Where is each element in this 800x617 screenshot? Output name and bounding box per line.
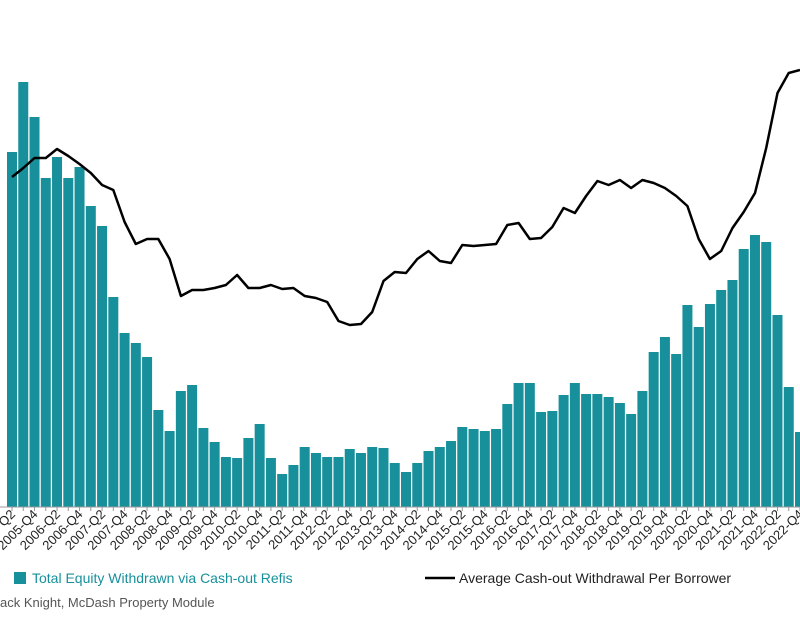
bar <box>772 315 783 507</box>
bar <box>671 354 682 507</box>
bar <box>491 429 502 507</box>
bar <box>761 242 772 507</box>
bar <box>378 448 389 507</box>
bar <box>389 463 400 507</box>
bar <box>513 383 524 507</box>
bar <box>524 383 535 507</box>
bar <box>254 424 265 507</box>
bar <box>682 305 693 507</box>
bar <box>547 411 558 507</box>
legend-label: Average Cash-out Withdrawal Per Borrower <box>459 570 731 586</box>
bar <box>648 352 659 507</box>
bar <box>659 337 670 507</box>
bar <box>434 447 445 507</box>
bar <box>164 431 175 507</box>
bar <box>795 432 800 507</box>
bar <box>97 226 108 507</box>
bar <box>502 404 513 507</box>
legend-label: Total Equity Withdrawn via Cash-out Refi… <box>32 570 293 586</box>
bar <box>7 152 17 507</box>
bar <box>468 429 479 507</box>
bar <box>322 457 333 507</box>
bar <box>783 387 794 507</box>
bar <box>581 394 592 507</box>
bar <box>299 447 310 507</box>
bar <box>310 453 321 507</box>
bar <box>355 453 366 507</box>
bar <box>130 343 141 507</box>
bar <box>727 280 738 507</box>
bar <box>52 157 63 507</box>
bar <box>119 333 130 507</box>
bar <box>63 178 74 507</box>
bar <box>569 383 580 507</box>
source-note: ack Knight, McDash Property Module <box>0 595 215 610</box>
bar <box>637 391 648 507</box>
bar <box>457 427 468 507</box>
bar <box>142 357 153 507</box>
bar <box>187 385 198 507</box>
bar <box>716 290 727 507</box>
bar <box>40 178 51 507</box>
line-series <box>11 68 800 327</box>
bar <box>558 395 569 507</box>
bar <box>412 463 423 507</box>
bar <box>344 449 355 507</box>
bar <box>693 327 704 507</box>
bar <box>446 441 457 507</box>
bar <box>74 167 85 507</box>
bar <box>198 428 209 507</box>
bar <box>18 82 29 507</box>
bar <box>738 249 749 507</box>
bar <box>479 431 490 507</box>
bar <box>108 297 119 507</box>
bar <box>423 451 434 507</box>
bar <box>232 458 243 507</box>
bar <box>243 438 254 507</box>
bar <box>592 394 603 507</box>
bar <box>749 235 760 507</box>
bar <box>85 206 96 507</box>
bar <box>603 397 614 507</box>
bar <box>265 458 276 507</box>
bar <box>153 410 164 507</box>
bar <box>288 465 299 507</box>
bar <box>220 457 231 507</box>
bar <box>29 117 40 507</box>
bar <box>175 391 186 507</box>
bar <box>536 412 547 507</box>
bar <box>401 472 411 507</box>
bar <box>614 403 625 507</box>
legend-swatch <box>14 572 26 584</box>
bar <box>333 457 344 507</box>
bar <box>277 474 288 507</box>
bar <box>626 414 637 507</box>
bar <box>209 442 220 507</box>
bar <box>704 304 715 507</box>
bar <box>367 447 378 507</box>
